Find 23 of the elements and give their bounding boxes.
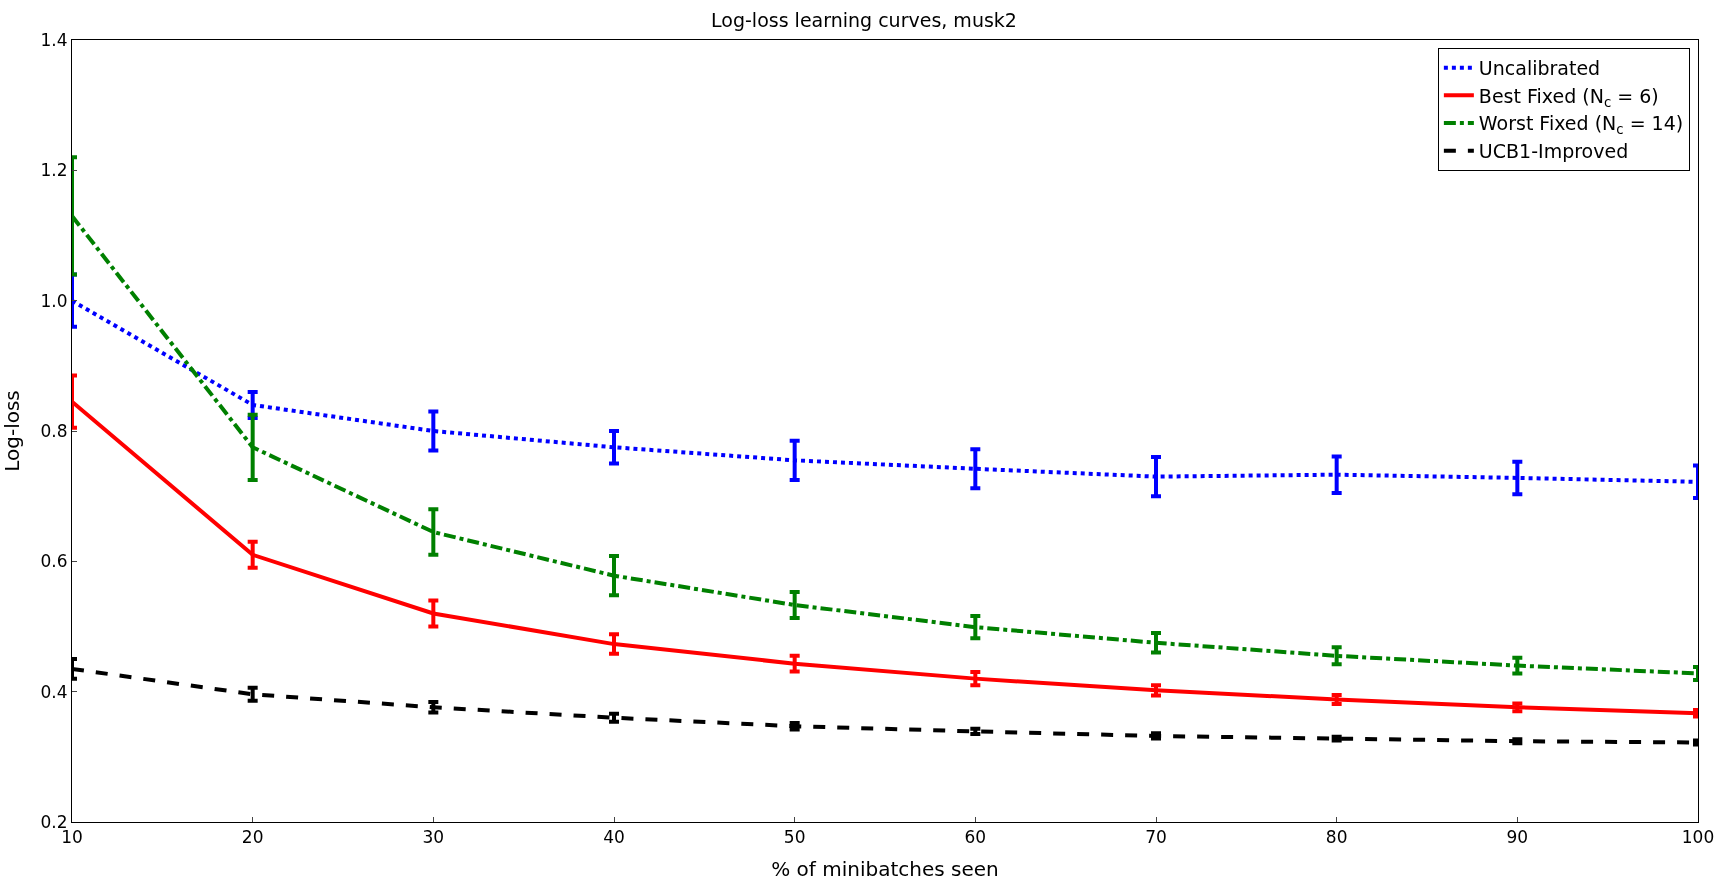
- legend-label: Uncalibrated: [1478, 57, 1601, 80]
- y-tick-label: 0.4: [40, 681, 68, 702]
- y-axis-title: Log-loss: [0, 390, 25, 472]
- x-tick-label: 20: [241, 827, 264, 848]
- x-tick-label: 10: [61, 827, 83, 848]
- x-tick-label: 40: [603, 827, 625, 848]
- x-tick-label: 30: [422, 827, 445, 848]
- y-tick-label: 1.0: [40, 290, 68, 311]
- x-tick-label: 100: [1681, 827, 1715, 848]
- x-tick-label: 90: [1506, 827, 1529, 848]
- x-tick-label: 50: [783, 827, 806, 848]
- legend-label: Worst Fixed (N$_{c}$ = 14): [1478, 112, 1684, 138]
- chart-title: Log-loss learning curves, musk2: [711, 8, 1017, 31]
- x-tick-label: 60: [964, 827, 987, 848]
- y-tick-label: 1.2: [40, 160, 68, 181]
- x-tick-label: 80: [1325, 827, 1348, 848]
- y-tick-label: 0.8: [40, 420, 68, 441]
- legend-label: Best Fixed (N$_{c}$ = 6): [1478, 84, 1659, 110]
- y-tick-label: 1.4: [40, 29, 68, 50]
- x-axis-title: % of minibatches seen: [771, 856, 999, 881]
- y-tick-label: 0.6: [40, 551, 68, 572]
- legend-label: UCB1-Improved: [1478, 140, 1629, 163]
- x-tick-label: 70: [1145, 827, 1167, 848]
